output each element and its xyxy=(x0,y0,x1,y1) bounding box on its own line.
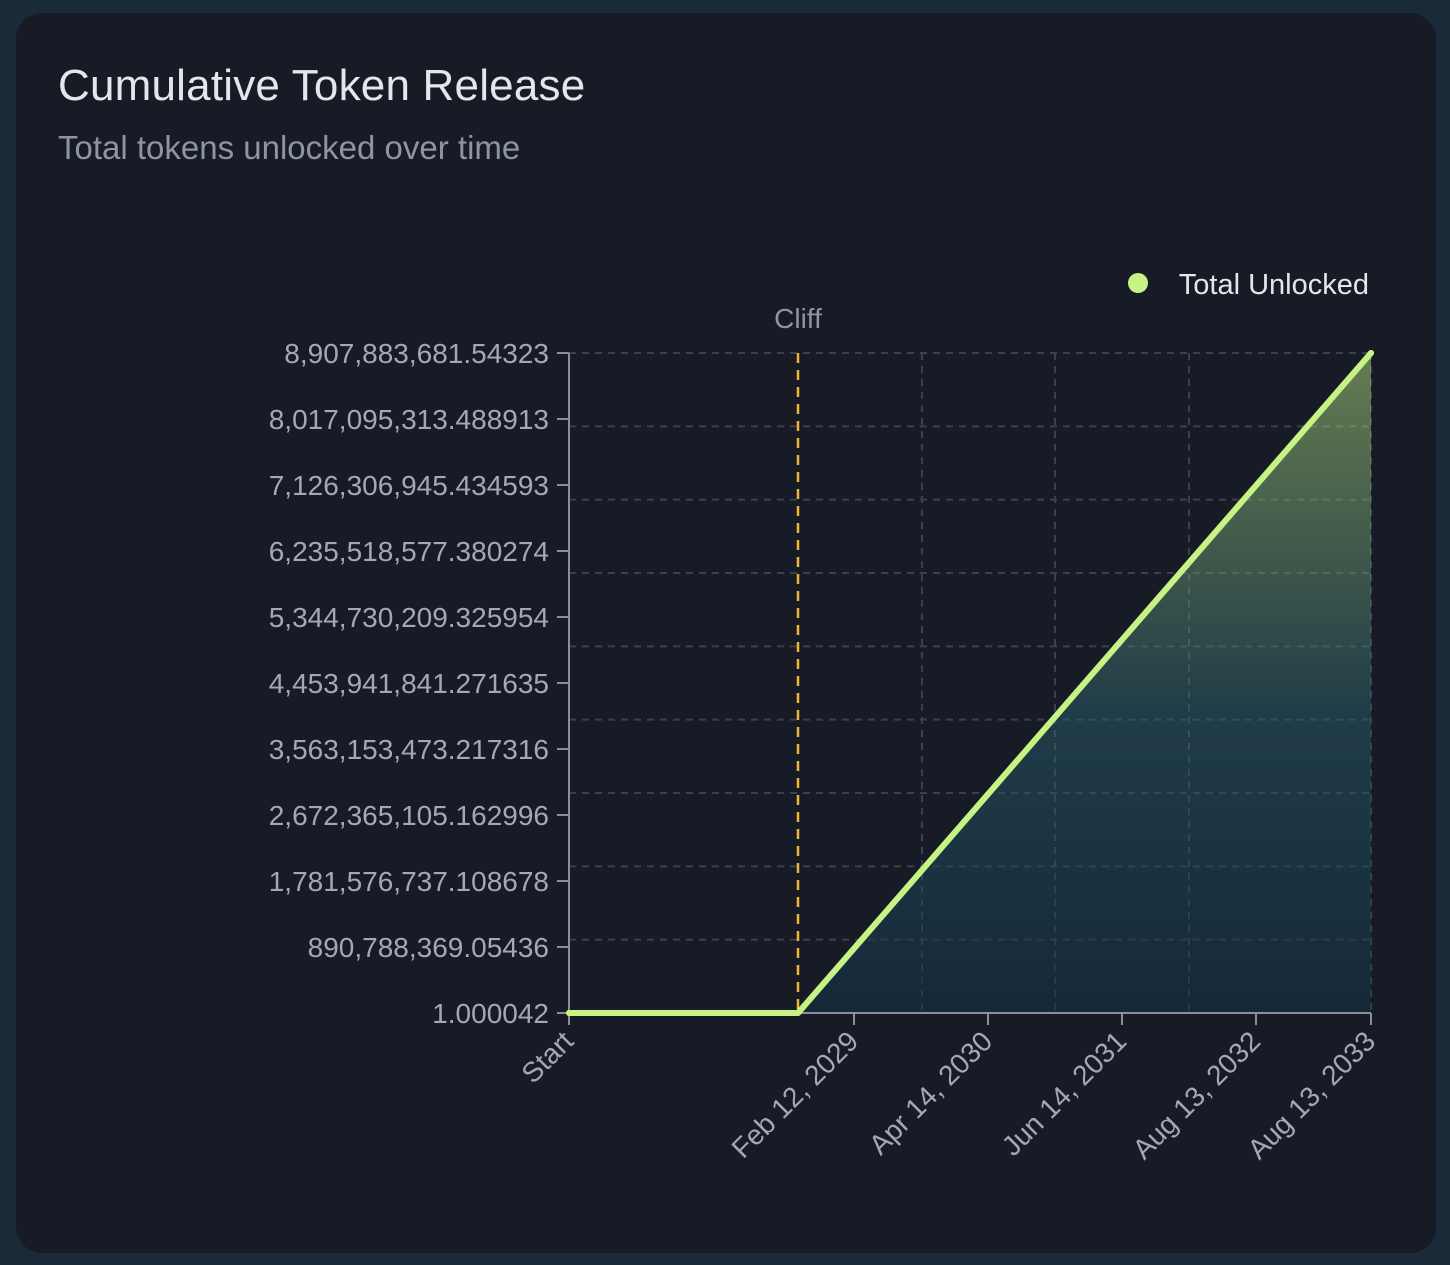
legend-marker-total-unlocked xyxy=(1128,273,1148,293)
chart-title: Cumulative Token Release xyxy=(58,61,586,110)
x-tick-label: Jun 14, 2031 xyxy=(996,1025,1132,1161)
y-tick-label: 7,126,306,945.434593 xyxy=(269,470,549,501)
y-tick-label: 890,788,369.05436 xyxy=(308,932,549,963)
series-area-fill xyxy=(569,353,1371,1013)
y-tick-label: 1.000042 xyxy=(432,998,549,1029)
y-tick-label: 8,017,095,313.488913 xyxy=(269,404,549,435)
series-point xyxy=(1368,350,1374,356)
chart-subtitle: Total tokens unlocked over time xyxy=(58,129,521,166)
legend-label-total-unlocked: Total Unlocked xyxy=(1179,269,1369,301)
y-tick-label: 6,235,518,577.380274 xyxy=(269,536,549,567)
x-tick-label: Apr 14, 2030 xyxy=(863,1025,998,1160)
y-tick-label: 4,453,941,841.271635 xyxy=(269,668,549,699)
x-tick-label: Start xyxy=(516,1025,580,1089)
series-point xyxy=(795,1010,801,1016)
y-tick-label: 1,781,576,737.108678 xyxy=(269,866,549,897)
y-tick-label: 5,344,730,209.325954 xyxy=(269,602,549,633)
y-tick-label: 3,563,153,473.217316 xyxy=(269,734,549,765)
chart-card: Cumulative Token Release Total tokens un… xyxy=(16,13,1436,1253)
cliff-label: Cliff xyxy=(774,303,822,334)
series-point xyxy=(566,1010,572,1016)
x-tick-label: Feb 12, 2029 xyxy=(726,1025,865,1164)
cumulative-release-chart: Cliff 1.000042 890,788,369.05436 1,781,576… xyxy=(269,269,1382,1165)
y-tick-label: 2,672,365,105.162996 xyxy=(269,800,549,831)
y-tick-label: 8,907,883,681.54323 xyxy=(284,338,549,369)
